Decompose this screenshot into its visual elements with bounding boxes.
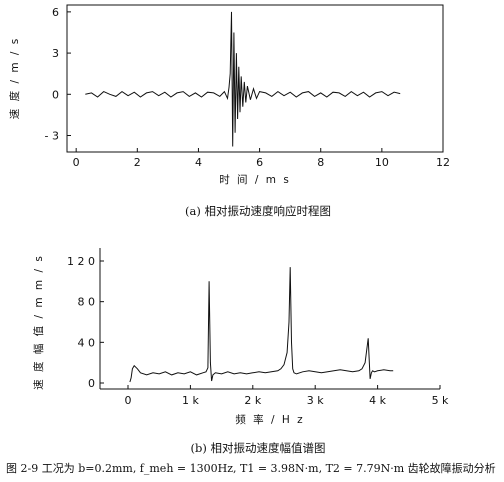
chart-b-x-tick-label: 0 — [125, 394, 132, 407]
chart-b-series-line — [129, 267, 394, 383]
chart-a-x-tick-label: 0 — [73, 156, 80, 169]
chart-b-x-tick-label: 1 k — [182, 394, 199, 407]
chart-b-y-tick-label: 1 2 0 — [67, 255, 95, 268]
chart-a-y-tick-label: - 3 — [45, 130, 59, 143]
chart-b-x-axis-label: 频 率 / H z — [235, 413, 304, 426]
chart-a-x-tick-label: 10 — [375, 156, 389, 169]
chart-a-y-tick-label: 3 — [52, 47, 59, 60]
chart-b-y-tick-label: 4 0 — [78, 336, 96, 349]
chart-a-x-tick-label: 12 — [436, 156, 450, 169]
chart-b-y-axis-label: 速 度 幅 值 / m m / s — [32, 254, 45, 390]
chart-a-x-tick-label: 6 — [256, 156, 263, 169]
chart-a-x-tick-label: 2 — [134, 156, 141, 169]
chart-a: 0 2 4 6 8 10 12 6 3 0 - 3 时 间 / m s 速 度 / m / s (… — [8, 4, 450, 218]
chart-a-y-axis-label: 速 度 / m / s — [8, 37, 21, 119]
chart-b-x-tick-label: 3 k — [307, 394, 324, 407]
chart-a-plot-frame — [66, 4, 444, 153]
chart-b-y-tick-label: 8 0 — [78, 296, 96, 309]
chart-b-caption: (b) 相对振动速度幅值谱图 — [191, 441, 326, 455]
chart-a-series-line — [85, 11, 401, 147]
chart-a-caption: (a) 相对振动速度响应时程图 — [185, 204, 331, 218]
chart-a-y-tick-label: 0 — [52, 88, 59, 101]
chart-b-x-tick-label: 2 k — [244, 394, 261, 407]
chart-a-x-tick-label: 8 — [317, 156, 324, 169]
chart-b-x-tick-label: 4 k — [369, 394, 386, 407]
chart-a-x-tick-label: 4 — [195, 156, 202, 169]
figure-caption: 图 2-9 工况为 b=0.2mm, f_meh = 1300Hz, T1 = … — [6, 461, 496, 475]
chart-a-y-tick-label: 6 — [52, 6, 59, 19]
chart-b-x-tick-label: 5 k — [432, 394, 449, 407]
chart-b-y-tick-label: 0 — [88, 377, 95, 390]
chart-a-x-axis-label: 时 间 / m s — [219, 173, 291, 186]
